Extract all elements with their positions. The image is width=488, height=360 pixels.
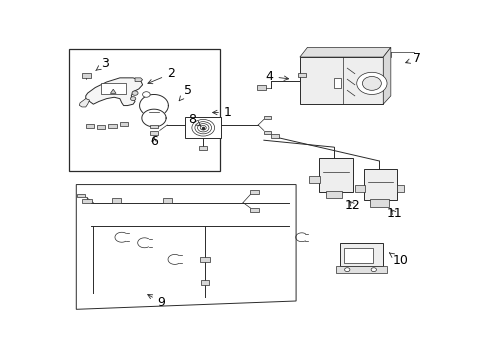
- Text: 10: 10: [388, 253, 407, 267]
- Polygon shape: [142, 109, 166, 127]
- Bar: [369, 199, 388, 207]
- Polygon shape: [139, 94, 168, 117]
- Bar: [309, 176, 319, 183]
- Bar: [344, 248, 372, 263]
- Bar: [149, 125, 158, 128]
- Bar: [354, 185, 365, 192]
- Bar: [299, 57, 383, 104]
- Bar: [85, 124, 94, 128]
- Circle shape: [370, 268, 376, 271]
- Polygon shape: [135, 78, 142, 81]
- Text: 1: 1: [212, 106, 231, 119]
- Bar: [264, 131, 271, 134]
- Circle shape: [142, 92, 150, 97]
- Polygon shape: [85, 78, 142, 105]
- Bar: [200, 257, 210, 262]
- Bar: [333, 78, 340, 87]
- Polygon shape: [383, 48, 390, 104]
- Circle shape: [132, 91, 138, 95]
- Bar: [250, 208, 258, 212]
- Bar: [396, 185, 403, 192]
- Bar: [108, 124, 117, 128]
- Bar: [111, 198, 121, 203]
- Text: 3: 3: [96, 58, 108, 71]
- Bar: [77, 194, 85, 198]
- Bar: [335, 266, 386, 273]
- Bar: [201, 280, 208, 285]
- Bar: [101, 84, 125, 94]
- Text: 7: 7: [405, 52, 421, 65]
- Bar: [250, 190, 258, 194]
- Polygon shape: [110, 89, 116, 93]
- Bar: [257, 85, 265, 90]
- Text: 5: 5: [179, 84, 192, 101]
- Circle shape: [130, 97, 136, 100]
- Bar: [199, 146, 207, 150]
- Bar: [318, 158, 352, 192]
- Bar: [184, 117, 221, 138]
- Circle shape: [356, 72, 386, 94]
- Bar: [264, 116, 271, 119]
- Polygon shape: [79, 99, 89, 107]
- Bar: [97, 125, 105, 129]
- Text: 2: 2: [148, 67, 175, 84]
- Bar: [149, 131, 158, 135]
- Bar: [120, 122, 128, 126]
- Text: 9: 9: [147, 294, 165, 309]
- Circle shape: [344, 268, 349, 271]
- Bar: [163, 198, 171, 203]
- Text: 12: 12: [345, 199, 360, 212]
- Text: 8: 8: [187, 113, 201, 126]
- Bar: [364, 169, 396, 200]
- Bar: [297, 73, 305, 77]
- Bar: [326, 191, 341, 198]
- Bar: [271, 134, 279, 138]
- Polygon shape: [299, 48, 390, 57]
- Text: 4: 4: [265, 70, 288, 83]
- Text: 11: 11: [386, 207, 402, 220]
- Bar: [82, 73, 91, 78]
- Bar: [68, 49, 220, 171]
- Polygon shape: [76, 185, 296, 309]
- Circle shape: [362, 76, 381, 90]
- Text: 6: 6: [150, 135, 158, 148]
- Bar: [82, 199, 91, 203]
- Bar: [339, 243, 383, 266]
